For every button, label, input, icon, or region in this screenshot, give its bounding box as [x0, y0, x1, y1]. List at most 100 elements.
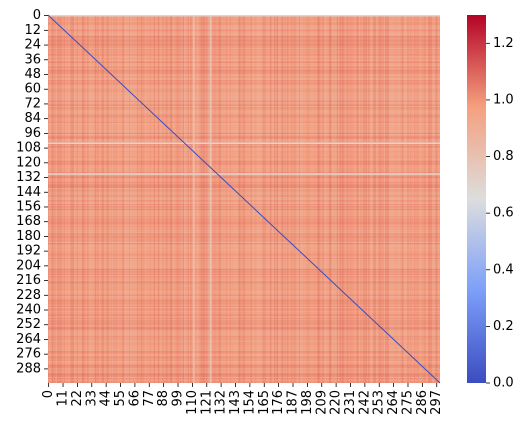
heatmap-column-strip [147, 15, 149, 383]
heatmap-column-strip [253, 15, 255, 383]
heatmap-row-strip [48, 170, 440, 173]
heatmap-column-strip [100, 15, 102, 383]
x-tick-label: 132 [214, 390, 229, 415]
heatmap-row-strip [48, 45, 440, 47]
heatmap-row-strip [48, 181, 440, 184]
heatmap-column-strip [61, 15, 63, 383]
heatmap-column-strip [328, 15, 331, 383]
x-tick-label: 231 [343, 390, 358, 415]
heatmap-row-strip [48, 129, 440, 131]
heatmap-row-strip [48, 346, 440, 348]
heatmap-column-strip [67, 15, 69, 383]
x-tick-label: 253 [372, 390, 387, 415]
heatmap-row-strip [48, 43, 440, 45]
heatmap-row-strip [48, 196, 440, 198]
heatmap-column-strip [411, 15, 413, 383]
heatmap-column-strip [54, 15, 56, 383]
heatmap-column-strip [360, 15, 362, 383]
heatmap-column-strip [260, 15, 263, 383]
heatmap-row-strip [48, 205, 440, 207]
heatmap-row-strip [48, 86, 440, 88]
y-tick-label: 180 [16, 229, 41, 244]
heatmap-column-strip [403, 15, 405, 383]
x-tick-label: 22 [70, 390, 85, 407]
heatmap-column-strip [336, 15, 339, 383]
heatmap-row-strip [48, 354, 440, 357]
heatmap-row-strip [48, 311, 440, 314]
heatmap-row-strip [48, 167, 440, 169]
x-tick: 209 [314, 383, 329, 415]
heatmap-column-strip [281, 15, 284, 383]
heatmap-row-strip [48, 26, 440, 28]
heatmap-column-strip [258, 15, 260, 383]
heatmap-row-strip [48, 54, 440, 56]
heatmap-row-strip [48, 356, 440, 358]
heatmap-column-strip [213, 15, 216, 383]
colorbar [467, 15, 486, 383]
heatmap-column-strip [224, 15, 226, 383]
heatmap-column-strip [379, 15, 382, 383]
y-tick: 168 [16, 214, 48, 229]
y-tick-label: 264 [16, 332, 41, 347]
heatmap-row-strip [48, 83, 440, 85]
heatmap-row-strip [48, 351, 440, 353]
heatmap-row-strip [48, 75, 440, 77]
heatmap-column-strip [325, 15, 327, 383]
colorbar-tick: 0.4 [486, 262, 514, 277]
y-tick-label: 156 [16, 199, 41, 214]
heatmap-row-strip [48, 249, 440, 251]
heatmap-column-strip [64, 15, 67, 383]
x-tick: 77 [142, 383, 157, 407]
heatmap-column-strip [178, 15, 180, 383]
heatmap-column-strip [362, 15, 365, 383]
heatmap-row-strip [48, 136, 440, 138]
y-tick-label: 132 [16, 170, 41, 185]
heatmap-row-strip [48, 379, 440, 381]
heatmap-column-strip [59, 15, 62, 383]
heatmap-row-strip [48, 66, 440, 68]
heatmap-column-strip [357, 15, 359, 383]
x-tick-label: 55 [113, 390, 128, 407]
heatmap-row-strip [48, 219, 440, 222]
heatmap-column-strip [125, 15, 127, 383]
heatmap-row-strip [48, 184, 440, 186]
heatmap-column-strip [104, 15, 106, 383]
heatmap-row-strip [48, 160, 440, 163]
heatmap-column-strip [190, 15, 192, 383]
heatmap-row-strip [48, 216, 440, 218]
y-tick: 240 [16, 303, 48, 318]
heatmap-column-strip [255, 15, 258, 383]
heatmap-row-strip [48, 368, 440, 370]
heatmap-column-strip [318, 15, 320, 383]
heatmap-row-strip [48, 271, 440, 273]
heatmap-row-strip [48, 153, 440, 155]
heatmap-row-strip [48, 248, 440, 250]
heatmap-column-strip [223, 15, 225, 383]
heatmap-row-strip [48, 376, 440, 379]
heatmap-row-strip [48, 208, 440, 211]
heatmap-column-strip [199, 15, 201, 383]
x-tick-label: 198 [300, 390, 315, 415]
heatmap-row-strip [48, 64, 440, 66]
heatmap-column-strip [97, 15, 99, 383]
heatmap-column-strip [283, 15, 285, 383]
heatmap-row-strip [48, 18, 440, 20]
heatmap-row-strip [48, 327, 440, 330]
heatmap-row-strip [48, 38, 440, 40]
heatmap-column-strip [63, 15, 65, 383]
heatmap-row-strip [48, 264, 440, 266]
heatmap-row-strip [48, 300, 440, 303]
y-tick-label: 0 [33, 8, 41, 23]
heatmap-column-strip [101, 15, 103, 383]
heatmap-row-strip [48, 214, 440, 217]
heatmap-row-strip [48, 192, 440, 195]
x-tick: 55 [113, 383, 128, 407]
heatmap-column-strip [317, 15, 319, 383]
y-tick: 12 [24, 23, 48, 38]
heatmap-column-strip [127, 15, 130, 383]
heatmap-row-strip [48, 340, 440, 342]
y-tick: 108 [16, 141, 48, 156]
heatmap-column-strip [415, 15, 417, 383]
heatmap-row-strip [48, 235, 440, 238]
heatmap-row-strip [48, 314, 440, 316]
